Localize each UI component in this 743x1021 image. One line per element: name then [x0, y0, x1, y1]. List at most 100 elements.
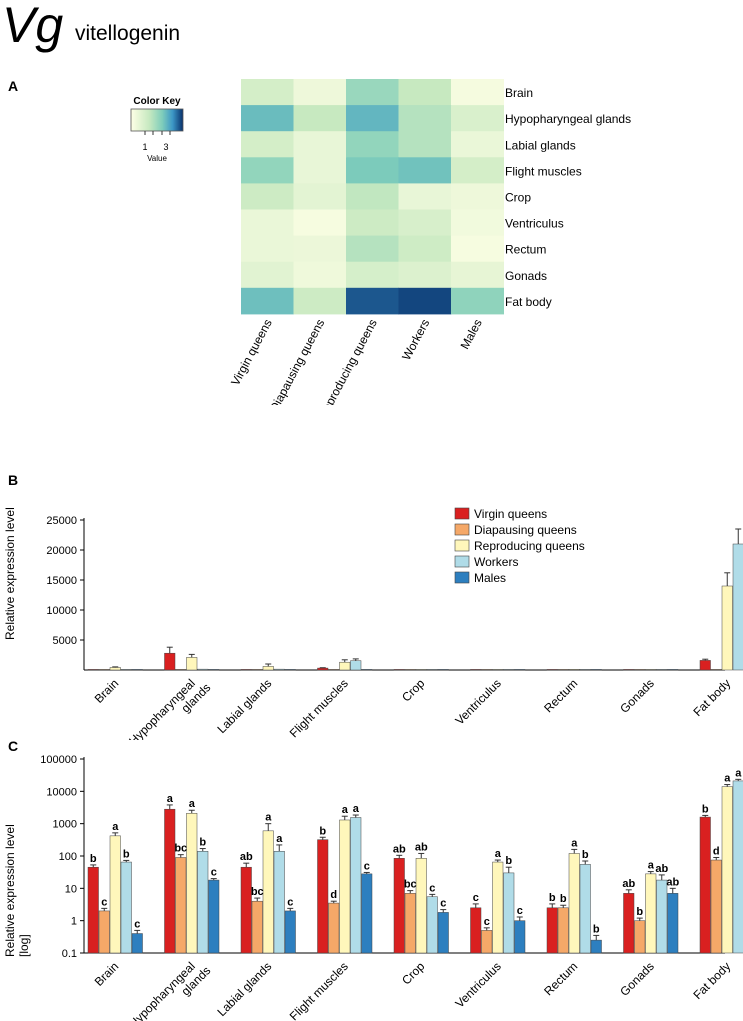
bar-ventriculus-diapausing-queens	[481, 669, 493, 671]
sig-letter-fat-body-reproducing-queens: a	[724, 773, 731, 785]
sig-letter-brain-virgin-queens: b	[90, 853, 97, 865]
x-label-line: Fat body	[690, 676, 733, 719]
sig-letter-gonads-diapausing-queens: b	[636, 906, 643, 918]
legend-label-reproducing-queens: Reproducing queens	[474, 539, 585, 553]
heat-row-label-hypopharyngeal-glands: Hypopharyngeal glands	[505, 112, 631, 126]
x-label-line: Gonads	[617, 676, 657, 716]
bar-fat-body-reproducing-queens	[721, 585, 733, 671]
log-x-label-brain: Brain	[92, 959, 122, 989]
log-bar-gonads-virgin-queens	[623, 893, 635, 954]
log-bar-ventriculus-virgin-queens	[470, 907, 482, 954]
log-bar-rectum-workers	[579, 864, 591, 954]
heat-col-label-males: Males	[458, 317, 485, 352]
log-bar-ventriculus-workers	[503, 872, 515, 954]
bar-fat-body-virgin-queens	[699, 660, 711, 671]
log-bar-hypopharyngeal-glands-reproducing-queens	[186, 812, 198, 954]
log-x-label-ventriculus: Ventriculus	[452, 959, 503, 1010]
bar-rectum-males	[590, 669, 602, 671]
log-bar-ventriculus-males	[514, 920, 526, 954]
sig-letter-fat-body-virgin-queens: b	[702, 803, 709, 815]
heat-cell-hypopharyngeal-glands-diapausing-queens	[293, 105, 347, 132]
sig-letter-labial-glands-males: c	[287, 896, 293, 908]
heat-cell-gonads-virgin-queens	[241, 261, 294, 289]
x-label-brain: Brain	[92, 676, 122, 706]
legend-swatch-workers	[454, 555, 470, 568]
y-tick-label-1: 1	[71, 916, 77, 928]
bar-rectum-diapausing-queens	[557, 669, 569, 671]
x-label-gonads: Gonads	[617, 676, 657, 716]
x-label-crop: Crop	[399, 676, 428, 705]
y-tick-label-1000: 1000	[53, 819, 77, 831]
log-bar-hypopharyngeal-glands-males	[208, 879, 220, 954]
bar-labial-glands-reproducing-queens	[262, 666, 274, 671]
heat-cell-ventriculus-virgin-queens	[241, 209, 294, 237]
heat-cell-hypopharyngeal-glands-reproducing-queens	[346, 105, 399, 132]
sig-letter-rectum-reproducing-queens: a	[571, 837, 578, 849]
heat-cell-rectum-virgin-queens	[241, 235, 294, 263]
sig-letter-fat-body-diapausing-queens: d	[713, 845, 720, 857]
y-tick-label-0-1: 0.1	[62, 948, 77, 960]
x-label-ventriculus: Ventriculus	[452, 676, 503, 727]
sig-letter-brain-workers: b	[123, 848, 130, 860]
heat-col-label-reproducing-queens: Reproducing queens	[316, 317, 380, 405]
log-bar-gonads-males	[667, 893, 679, 954]
heat-cell-flight-muscles-diapausing-queens	[293, 157, 347, 184]
log-bar-brain-diapausing-queens	[98, 910, 110, 954]
sig-letter-hypopharyngeal-glands-workers: b	[199, 837, 206, 849]
sig-letter-brain-diapausing-queens: c	[101, 896, 107, 908]
y-tick-label-20000: 20000	[46, 545, 77, 557]
bar-ventriculus-workers	[503, 669, 515, 671]
heat-cell-ventriculus-males	[451, 209, 504, 237]
bar-rectum-virgin-queens	[546, 669, 558, 671]
bar-fat-body-workers	[732, 543, 743, 671]
sig-letter-flight-muscles-males: c	[364, 860, 370, 872]
heat-cell-crop-males	[451, 183, 504, 210]
color-key-tick-3: 3	[163, 142, 168, 152]
sig-letter-brain-reproducing-queens: a	[112, 821, 119, 833]
x-label-line: Rectum	[541, 676, 580, 715]
bar-brain-males	[131, 669, 143, 671]
log-bar-crop-virgin-queens	[393, 858, 405, 954]
heat-cell-gonads-diapausing-queens	[293, 261, 347, 289]
heat-cell-hypopharyngeal-glands-males	[451, 105, 504, 132]
heat-cell-fat-body-workers	[398, 287, 452, 315]
panel-label-c: C	[8, 738, 19, 754]
log-bar-rectum-reproducing-queens	[568, 853, 580, 954]
bar-ventriculus-reproducing-queens	[492, 669, 504, 671]
log-x-label-line: Crop	[399, 959, 428, 988]
bar-flight-muscles-males	[361, 669, 373, 671]
bar-gonads-workers	[656, 669, 668, 671]
legend-swatch-virgin-queens	[454, 507, 470, 520]
bar-rectum-workers	[579, 669, 591, 671]
sig-letter-crop-males: c	[440, 898, 446, 910]
heat-cell-brain-diapausing-queens	[293, 79, 347, 106]
bar-labial-glands-virgin-queens	[240, 669, 252, 671]
bar-crop-workers	[426, 669, 438, 671]
bar-crop-males	[437, 669, 449, 671]
panel-label-b: B	[8, 472, 19, 488]
legend-swatch-males	[454, 571, 470, 584]
bar-ventriculus-virgin-queens	[470, 669, 482, 671]
log-bar-hypopharyngeal-glands-virgin-queens	[164, 808, 176, 954]
heat-cell-fat-body-reproducing-queens	[346, 287, 399, 315]
log-bar-labial-glands-reproducing-queens	[262, 830, 274, 954]
heat-cell-rectum-males	[451, 235, 504, 263]
bar-gonads-virgin-queens	[623, 669, 635, 671]
heat-cell-ventriculus-reproducing-queens	[346, 209, 399, 237]
sig-letter-ventriculus-workers: b	[505, 855, 512, 867]
y-tick-label-10: 10	[65, 883, 77, 895]
bar-flight-muscles-diapausing-queens	[328, 669, 340, 671]
x-label-flight-muscles: Flight muscles	[287, 676, 351, 740]
sig-letter-ventriculus-reproducing-queens: a	[495, 848, 502, 860]
heat-cell-flight-muscles-reproducing-queens	[346, 157, 399, 184]
legend-swatch-reproducing-queens	[454, 539, 470, 552]
heat-cell-gonads-males	[451, 261, 504, 289]
legend-label-virgin-queens: Virgin queens	[474, 507, 547, 521]
sig-letter-crop-workers: c	[429, 882, 435, 894]
heat-cell-crop-reproducing-queens	[346, 183, 399, 210]
sig-letter-labial-glands-virgin-queens: ab	[240, 851, 253, 863]
bar-labial-glands-workers	[273, 668, 285, 671]
heat-cell-fat-body-males	[451, 287, 504, 315]
bar-brain-virgin-queens	[87, 669, 99, 671]
color-key-label: Value	[147, 154, 167, 163]
